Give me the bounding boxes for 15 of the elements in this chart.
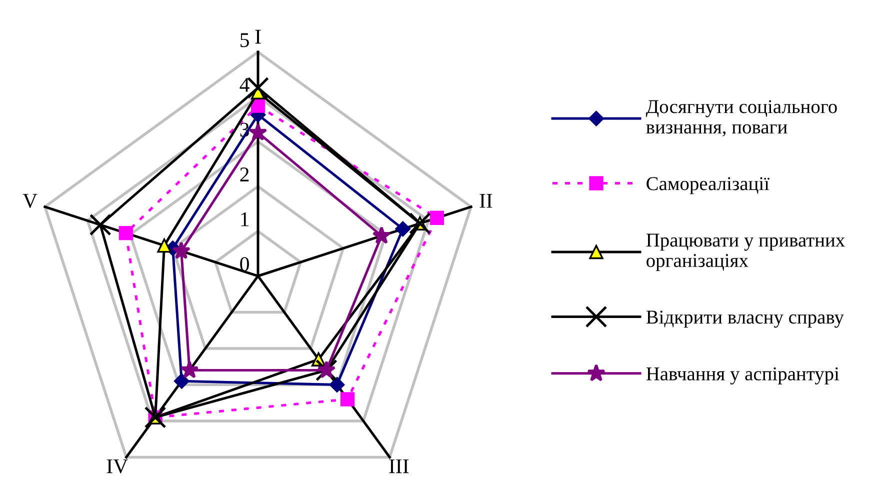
spoke-label: IV — [106, 459, 128, 474]
spoke-label: II — [480, 194, 492, 208]
y-tick-label: 1 — [241, 212, 249, 226]
legend-label: Самореалізації — [646, 177, 770, 194]
legend-label: Відкрити власну справу — [646, 310, 844, 328]
spoke-label: III — [389, 459, 409, 474]
spoke-label: I — [255, 30, 261, 44]
legend-label: Навчання у аспірантурі — [646, 367, 840, 384]
y-tick-label: 0 — [240, 257, 249, 272]
y-tick-label: 5 — [240, 33, 249, 48]
legend-label: Працювати у приватних організаціях — [646, 234, 845, 272]
legend-label: Досягнути соціального визнання, поваги — [646, 100, 837, 136]
spoke-label: V — [22, 194, 38, 208]
y-tick-label: 2 — [240, 168, 249, 182]
y-tick-label: 4 — [240, 78, 250, 92]
